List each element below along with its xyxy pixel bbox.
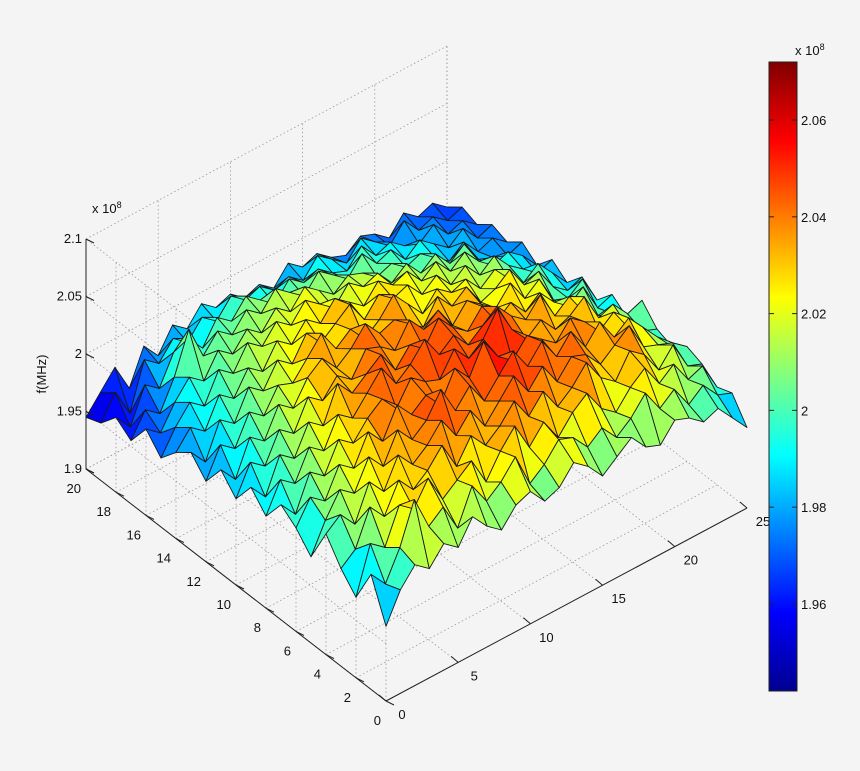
- axes: 0 2 4 6 8 10 12 14 16 18 20 0 5 10 15 20 25 1.9 1.95 2 2.05 2…: [57, 231, 771, 728]
- col-tick-label: 20: [684, 553, 698, 568]
- z-tick-label: 1.95: [57, 404, 82, 419]
- colorbar-tick-label: 2.06: [801, 113, 826, 128]
- colorbar-exponent-power: 8: [820, 42, 825, 52]
- z-tick-label: 2.1: [64, 231, 82, 246]
- z-exponent-label: x 108: [92, 200, 122, 216]
- row-tick-mark: [325, 654, 335, 660]
- col-tick-mark: [739, 501, 748, 509]
- row-tick-mark: [295, 630, 305, 636]
- col-tick-mark: [523, 617, 531, 625]
- z-exponent-base: x 10: [92, 201, 117, 216]
- row-tick-mark: [145, 514, 155, 520]
- col-tick-mark: [595, 578, 603, 586]
- row-tick-mark: [175, 538, 185, 544]
- z-tick-mark: [85, 411, 95, 416]
- colorbar-exponent-base: x 10: [795, 43, 820, 58]
- surface-patch: [717, 392, 748, 428]
- colorbar-tick-label: 1.96: [801, 597, 826, 612]
- row-tick-label: 18: [97, 504, 111, 519]
- col-tick-label: 25: [756, 514, 770, 529]
- row-tick-label: 14: [157, 551, 171, 566]
- wall-gridline: [85, 103, 448, 297]
- row-tick-mark: [235, 584, 245, 590]
- z-tick-label: 1.9: [64, 461, 82, 476]
- colorbar-ticks: 1.96 1.98 2 2.02 2.04 2.06: [769, 113, 826, 612]
- row-tick-label: 0: [374, 713, 381, 728]
- col-tick-label: 10: [539, 630, 553, 645]
- col-tick-label: 0: [398, 707, 405, 722]
- row-tick-mark: [355, 677, 365, 683]
- colorbar-tick-label: 2: [801, 403, 808, 418]
- col-tick-mark: [667, 540, 676, 547]
- colorbar-gradient: [768, 61, 798, 692]
- col-tick-mark: [450, 656, 459, 663]
- row-tick-label: 2: [344, 690, 351, 705]
- row-tick-mark: [115, 491, 125, 497]
- z-tick-label: 2.05: [57, 289, 82, 304]
- z-tick-mark: [85, 296, 95, 301]
- row-tick-mark: [265, 607, 275, 613]
- z-tick-mark: [85, 238, 95, 244]
- z-tick-label: 2: [75, 346, 82, 361]
- col-tick-label: 15: [611, 591, 625, 606]
- z-tick-mark: [85, 353, 95, 359]
- row-tick-label: 6: [284, 643, 291, 658]
- colorbar-exponent-label: x 108: [795, 42, 825, 58]
- z-exponent-power: 8: [117, 200, 122, 210]
- z-axis-label: f(MHz): [34, 355, 49, 394]
- row-tick-label: 10: [217, 597, 231, 612]
- wall-gridline: [85, 238, 387, 472]
- row-tick-label: 16: [127, 527, 141, 542]
- surface-plot: [85, 202, 748, 627]
- row-tick-label: 20: [67, 481, 81, 496]
- wall-gridline: [85, 411, 387, 644]
- row-tick-mark: [385, 700, 395, 706]
- colorbar-tick-label: 2.04: [801, 210, 826, 225]
- colorbar: 1.96 1.98 2 2.02 2.04 2.06 x 108: [768, 42, 826, 692]
- z-tick-mark: [85, 468, 95, 474]
- row-tick-mark: [205, 561, 215, 567]
- floor-gridline: [355, 484, 718, 679]
- col-tick-mark: [378, 694, 387, 702]
- wall-gridline: [85, 45, 448, 240]
- col-tick-label: 5: [471, 668, 478, 683]
- row-tick-label: 8: [254, 620, 261, 635]
- colorbar-tick-label: 1.98: [801, 500, 826, 515]
- wall-gridline: [85, 160, 448, 355]
- row-tick-label: 12: [187, 574, 201, 589]
- row-tick-label: 4: [314, 667, 321, 682]
- col-axis-line: [385, 507, 748, 702]
- wall-gridline: [85, 296, 387, 529]
- colorbar-tick-label: 2.02: [801, 307, 826, 322]
